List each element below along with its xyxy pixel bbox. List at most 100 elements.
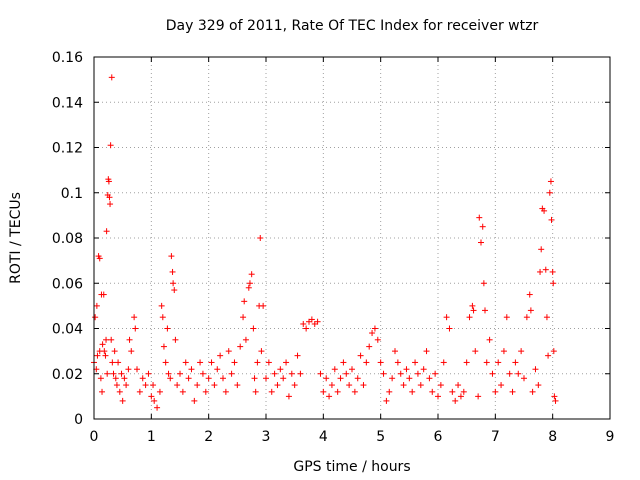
data-point bbox=[108, 74, 115, 81]
data-point bbox=[545, 352, 552, 359]
x-tick-label: 9 bbox=[606, 429, 615, 445]
data-point bbox=[480, 280, 487, 287]
data-point bbox=[159, 314, 166, 321]
data-point bbox=[105, 178, 112, 185]
x-tick-label: 5 bbox=[376, 429, 385, 445]
x-tick-label: 1 bbox=[147, 429, 156, 445]
data-point bbox=[250, 325, 257, 332]
data-point bbox=[177, 370, 183, 377]
data-point bbox=[285, 393, 292, 400]
data-point bbox=[162, 359, 169, 366]
data-point bbox=[156, 388, 163, 395]
data-point bbox=[303, 325, 310, 332]
data-point bbox=[537, 268, 544, 275]
data-point bbox=[308, 316, 315, 323]
x-axis-label: GPS time / hours bbox=[293, 459, 410, 475]
y-tick-label: 0 bbox=[74, 412, 83, 428]
data-point bbox=[150, 382, 157, 389]
data-point bbox=[486, 336, 493, 343]
data-point bbox=[429, 388, 436, 395]
data-point bbox=[509, 388, 516, 395]
data-point bbox=[495, 359, 502, 366]
data-point bbox=[205, 375, 212, 382]
data-point bbox=[476, 214, 483, 221]
data-point bbox=[202, 388, 209, 395]
axis-ticks bbox=[93, 56, 611, 420]
data-point bbox=[119, 397, 126, 404]
data-point bbox=[475, 393, 482, 400]
x-tick-label: 8 bbox=[548, 429, 557, 445]
data-point bbox=[526, 291, 533, 298]
data-point bbox=[145, 370, 152, 377]
data-point bbox=[99, 341, 106, 348]
y-tick-label: 0.1 bbox=[61, 186, 83, 202]
data-point bbox=[406, 375, 413, 382]
data-point bbox=[469, 302, 476, 309]
data-point bbox=[548, 216, 555, 223]
data-point bbox=[294, 352, 301, 359]
data-point bbox=[552, 397, 559, 404]
data-point bbox=[363, 359, 370, 366]
x-tick-label: 6 bbox=[434, 429, 443, 445]
data-point bbox=[518, 348, 525, 355]
data-point bbox=[280, 375, 287, 382]
data-point bbox=[535, 382, 542, 389]
data-point bbox=[550, 280, 557, 287]
data-point bbox=[423, 348, 430, 355]
y-tick-label: 0.12 bbox=[52, 141, 83, 157]
data-point bbox=[512, 359, 519, 366]
data-point bbox=[483, 359, 490, 366]
data-point bbox=[328, 382, 335, 389]
data-point bbox=[288, 370, 295, 377]
data-point bbox=[317, 370, 324, 377]
data-point bbox=[191, 397, 198, 404]
data-point bbox=[506, 370, 513, 377]
data-point bbox=[452, 397, 459, 404]
data-point bbox=[386, 388, 393, 395]
data-point bbox=[111, 348, 118, 355]
data-point bbox=[521, 375, 527, 382]
data-point bbox=[106, 194, 113, 201]
data-point bbox=[383, 397, 390, 404]
data-point bbox=[323, 375, 330, 382]
data-point bbox=[108, 336, 115, 343]
data-point bbox=[351, 388, 358, 395]
data-point bbox=[470, 307, 477, 314]
data-point bbox=[409, 388, 416, 395]
data-point bbox=[258, 348, 265, 355]
data-point bbox=[131, 314, 138, 321]
data-point bbox=[234, 382, 241, 389]
data-point bbox=[170, 280, 177, 287]
data-point bbox=[107, 142, 114, 149]
data-point bbox=[500, 348, 507, 355]
y-tick-label: 0.06 bbox=[52, 276, 83, 292]
data-point bbox=[251, 375, 258, 382]
data-point bbox=[369, 330, 376, 337]
data-point bbox=[492, 388, 499, 395]
data-point bbox=[222, 388, 229, 395]
data-point bbox=[443, 314, 450, 321]
data-point bbox=[478, 239, 484, 246]
data-point bbox=[271, 370, 278, 377]
data-point bbox=[460, 388, 467, 395]
data-point bbox=[366, 343, 373, 350]
data-point bbox=[168, 253, 175, 260]
data-point bbox=[498, 382, 505, 389]
data-point bbox=[489, 370, 496, 377]
y-axis-label: ROTI / TECUs bbox=[8, 192, 24, 284]
data-point bbox=[268, 388, 275, 395]
data-point bbox=[112, 375, 119, 382]
data-point bbox=[551, 393, 558, 400]
data-point bbox=[123, 382, 130, 389]
data-points bbox=[91, 74, 559, 411]
data-point bbox=[113, 382, 120, 389]
data-point bbox=[377, 359, 384, 366]
data-point bbox=[252, 388, 259, 395]
data-point bbox=[326, 393, 333, 400]
data-point bbox=[134, 366, 140, 373]
data-point bbox=[400, 382, 407, 389]
data-point bbox=[543, 314, 550, 321]
y-tick-label: 0.16 bbox=[52, 50, 83, 66]
data-point bbox=[291, 382, 298, 389]
y-tick-label: 0.14 bbox=[52, 95, 83, 111]
